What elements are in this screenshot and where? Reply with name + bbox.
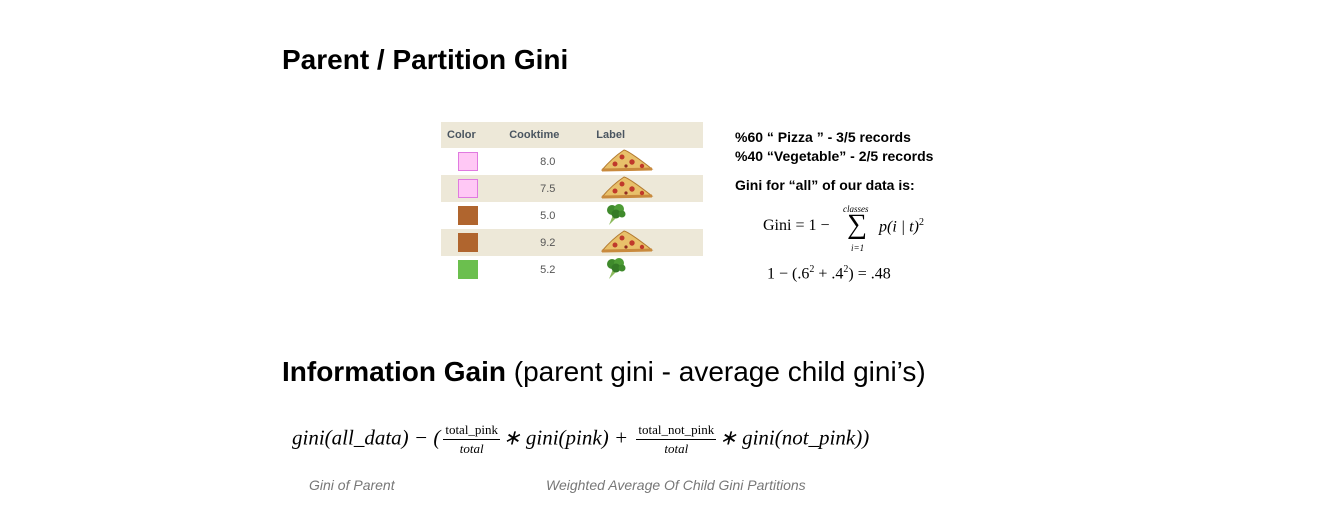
- table-row: 7.5: [441, 175, 703, 202]
- fraction-pink: total_pink total: [443, 422, 501, 456]
- sum-symbol: ∑: [847, 209, 867, 240]
- gini-intro-text: Gini for “all” of our data is:: [735, 177, 915, 193]
- caption-gini-of-parent: Gini of Parent: [309, 477, 395, 493]
- table-row: 5.0: [441, 202, 703, 229]
- pizza-icon: [600, 148, 703, 175]
- cooktime-cell: 9.2: [540, 236, 556, 249]
- formula-not-pink-term: ∗ gini(not_pink)): [719, 425, 870, 450]
- formula-parent-term: gini(all_data) − (: [292, 425, 441, 450]
- color-swatch: [458, 179, 478, 198]
- column-header-cooktime: Cooktime: [509, 129, 560, 141]
- gini-formula-lhs: Gini = 1 −: [763, 217, 830, 234]
- table-body: 8.0 7.5 5.0 9.2 5.2: [441, 148, 703, 283]
- color-cell: [441, 202, 503, 229]
- page-title: Parent / Partition Gini: [282, 44, 569, 75]
- color-cell: [441, 148, 503, 175]
- color-cell: [441, 229, 503, 256]
- label-cell: [592, 148, 703, 175]
- caption-weighted-average: Weighted Average Of Child Gini Partition…: [546, 477, 806, 493]
- sum-lower-limit: i=1: [851, 243, 865, 253]
- gini-formula-term: p(i | t)2: [879, 217, 924, 236]
- pizza-icon: [600, 229, 703, 256]
- table-header-row: Color Cooktime Label: [441, 122, 703, 148]
- column-header-color: Color: [447, 129, 476, 141]
- table-row: 9.2: [441, 229, 703, 256]
- table-row: 8.0: [441, 148, 703, 175]
- fraction-not-pink: total_not_pink total: [636, 422, 717, 456]
- color-swatch: [458, 233, 478, 252]
- color-cell: [441, 175, 503, 202]
- label-cell: [592, 175, 703, 202]
- cooktime-cell: 5.2: [540, 263, 556, 276]
- table-row: 5.2: [441, 256, 703, 283]
- sum-upper-limit: classes: [843, 204, 869, 214]
- information-gain-formula: gini(all_data) − (total_pink total ∗ gini(…: [292, 422, 869, 457]
- vegetable-fraction-text: %40 “Vegetable” - 2/5 records: [735, 148, 934, 164]
- information-gain-heading: Information Gain (parent gini - average …: [282, 356, 926, 387]
- cooktime-cell: 5.0: [540, 209, 556, 222]
- formula-pink-term: ∗ gini(pink) +: [503, 425, 629, 450]
- color-cell: [441, 256, 503, 283]
- column-header-label: Label: [596, 129, 626, 141]
- color-swatch: [458, 152, 478, 171]
- gini-calculation: 1 − (.62 + .42) = .48: [767, 264, 891, 283]
- broccoli-icon: [600, 202, 703, 229]
- broccoli-icon: [600, 256, 703, 283]
- pizza-icon: [600, 175, 703, 202]
- label-cell: [592, 202, 703, 229]
- cooktime-cell: 8.0: [540, 155, 556, 168]
- label-cell: [592, 229, 703, 256]
- pizza-fraction-text: %60 “ Pizza ” - 3/5 records: [735, 129, 911, 145]
- data-table: Color Cooktime Label 8.0 7.5 5.0 9.2 5.2: [441, 122, 703, 283]
- color-swatch: [458, 260, 478, 279]
- cooktime-cell: 7.5: [540, 182, 556, 195]
- label-cell: [592, 256, 703, 283]
- color-swatch: [458, 206, 478, 225]
